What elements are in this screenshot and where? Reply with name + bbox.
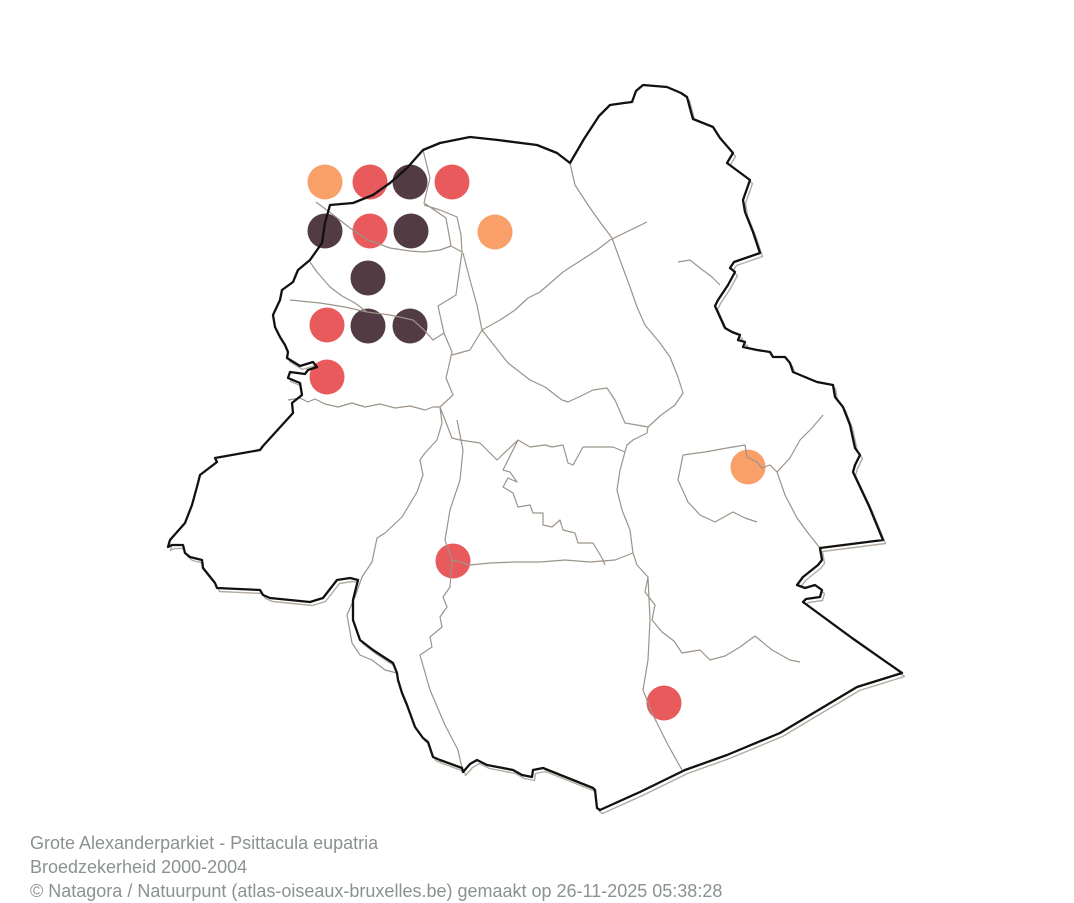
observation-dot — [646, 685, 682, 721]
observation-dot — [393, 213, 429, 249]
observation-dot — [307, 164, 343, 200]
observation-dot — [392, 308, 428, 344]
caption-period: Broedzekerheid 2000-2004 — [30, 857, 248, 877]
observation-dot — [392, 164, 428, 200]
observation-dot — [309, 307, 345, 343]
region-fill — [168, 85, 902, 810]
observation-dot — [730, 449, 766, 485]
observation-dot — [352, 164, 388, 200]
municipal-borders — [287, 149, 824, 771]
map-caption: Grote Alexanderparkiet - Psittacula eupa… — [30, 831, 722, 903]
observation-dot — [434, 164, 470, 200]
observation-dot — [350, 260, 386, 296]
caption-species: Grote Alexanderparkiet - Psittacula eupa… — [30, 833, 379, 853]
observation-dot — [477, 214, 513, 250]
observation-dot — [307, 213, 343, 249]
observation-dot — [350, 308, 386, 344]
observation-dots-layer — [307, 164, 766, 721]
observation-dot — [309, 359, 345, 395]
observation-dot — [435, 543, 471, 579]
observation-dot — [352, 213, 388, 249]
region-outline — [166, 83, 904, 812]
caption-credit: © Natagora / Natuurpunt (atlas-oiseaux-b… — [30, 881, 723, 901]
